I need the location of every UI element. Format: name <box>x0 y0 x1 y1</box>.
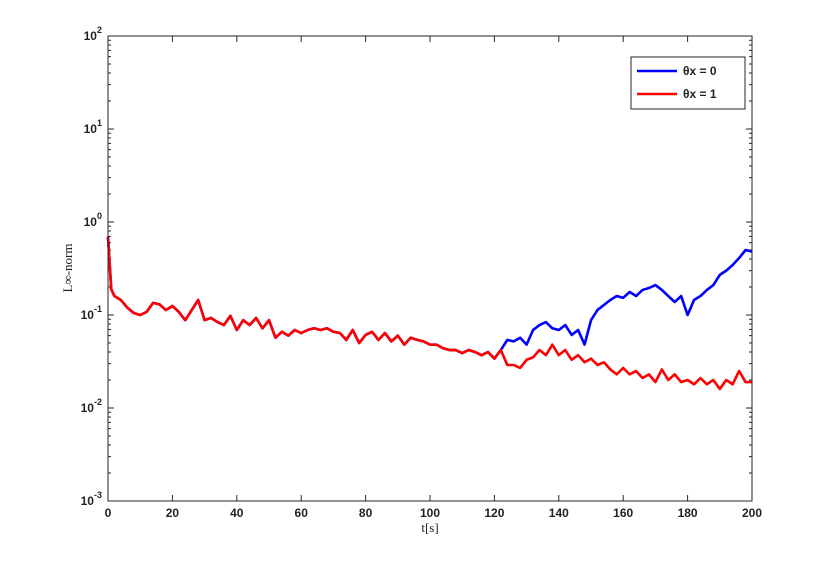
x-tick-label: 40 <box>230 506 244 520</box>
y-tick-label: 101 <box>84 118 102 136</box>
y-tick-label: 100 <box>84 211 102 229</box>
x-tick-label: 80 <box>359 506 373 520</box>
x-tick-label: 100 <box>420 506 440 520</box>
x-tick-label: 60 <box>295 506 309 520</box>
y-tick-label: 102 <box>84 25 102 43</box>
y-tick-base: 10 <box>81 494 95 508</box>
y-tick-exponent: 2 <box>97 25 102 35</box>
y-tick-label: 10-2 <box>81 397 102 415</box>
y-tick-exponent: -2 <box>94 397 102 407</box>
x-tick-label: 180 <box>678 506 698 520</box>
x-tick-label: 200 <box>742 506 762 520</box>
x-tick-label: 140 <box>549 506 569 520</box>
y-tick-base: 10 <box>81 308 95 322</box>
y-tick-label: 10-3 <box>81 490 102 508</box>
y-tick-base: 10 <box>84 29 98 43</box>
y-tick-base: 10 <box>81 401 95 415</box>
y-tick-label: 10-1 <box>81 304 102 322</box>
y-tick-exponent: -1 <box>94 304 102 314</box>
axes-box <box>107 35 753 502</box>
x-axis-label: t[s] <box>421 520 438 535</box>
legend-label: θx = 0 <box>683 64 717 78</box>
legend-box <box>630 56 746 110</box>
y-axis-label: L∞-norm <box>60 244 75 293</box>
y-tick-base: 10 <box>84 215 98 229</box>
legend-label: θx = 1 <box>683 87 717 101</box>
y-tick-exponent: 0 <box>97 211 102 221</box>
x-tick-label: 160 <box>613 506 633 520</box>
y-tick-exponent: 1 <box>97 118 102 128</box>
line-series <box>106 236 752 391</box>
y-tick-base: 10 <box>84 122 98 136</box>
y-tick-exponent: -3 <box>94 490 102 500</box>
x-tick-label: 20 <box>166 506 180 520</box>
x-tick-label: 0 <box>105 506 112 520</box>
x-tick-label: 120 <box>484 506 504 520</box>
